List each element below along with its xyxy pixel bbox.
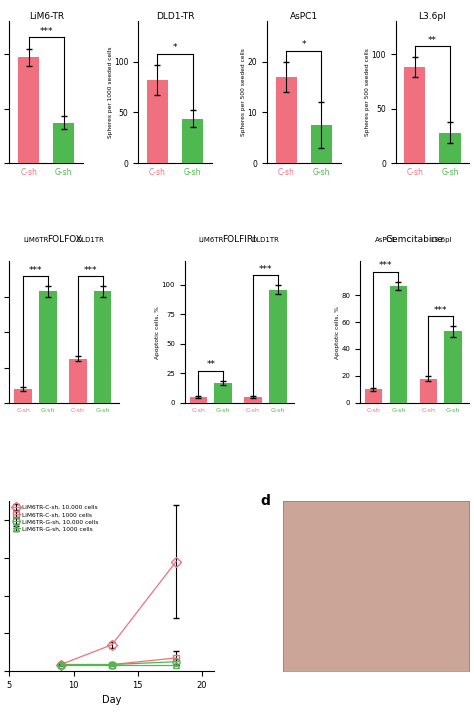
Bar: [244, 397, 262, 403]
Text: **: **: [206, 360, 215, 369]
Y-axis label: Apoptotic cells, %: Apoptotic cells, %: [155, 306, 160, 358]
Bar: [419, 378, 437, 403]
Bar: [182, 119, 203, 163]
Text: ***: ***: [379, 261, 392, 270]
Title: LiM6-TR: LiM6-TR: [29, 11, 64, 21]
Bar: [18, 57, 39, 163]
Title: FOLFIRI: FOLFIRI: [222, 235, 256, 244]
Title: L3.6pl: L3.6pl: [419, 11, 447, 21]
Y-axis label: Spheres per 500 seeded cells: Spheres per 500 seeded cells: [365, 49, 370, 136]
Bar: [147, 80, 168, 163]
Bar: [39, 291, 57, 403]
Text: ***: ***: [434, 306, 447, 315]
Text: LiM6TR: LiM6TR: [198, 237, 223, 243]
Text: L3.6pl: L3.6pl: [430, 237, 451, 243]
Y-axis label: Spheres per 500 seeded cells: Spheres per 500 seeded cells: [241, 49, 246, 136]
Text: ***: ***: [29, 266, 42, 275]
Title: Gemcitabine: Gemcitabine: [385, 235, 444, 244]
Bar: [365, 389, 382, 403]
Bar: [390, 286, 407, 403]
Text: ***: ***: [83, 266, 97, 275]
Text: DLD1TR: DLD1TR: [252, 237, 280, 243]
Text: ***: ***: [259, 265, 272, 273]
Bar: [53, 123, 74, 163]
Text: AsPC1: AsPC1: [375, 237, 397, 243]
Bar: [69, 358, 87, 403]
Bar: [439, 133, 461, 163]
Text: *: *: [301, 40, 306, 49]
Text: *: *: [173, 43, 177, 52]
Bar: [276, 77, 297, 163]
Bar: [404, 67, 426, 163]
Bar: [311, 125, 332, 163]
X-axis label: Day: Day: [102, 695, 122, 705]
Bar: [14, 389, 32, 403]
Title: DLD1-TR: DLD1-TR: [156, 11, 194, 21]
Text: **: **: [428, 36, 437, 45]
Title: FOLFOX: FOLFOX: [47, 235, 82, 244]
Bar: [445, 331, 462, 403]
Text: DLD1TR: DLD1TR: [76, 237, 104, 243]
Bar: [269, 290, 287, 403]
Title: AsPC1: AsPC1: [290, 11, 318, 21]
Y-axis label: Apoptotic cells, %: Apoptotic cells, %: [335, 306, 340, 358]
Text: d: d: [261, 494, 271, 508]
Bar: [94, 291, 111, 403]
Bar: [190, 397, 207, 403]
Text: LiM6TR: LiM6TR: [23, 237, 48, 243]
Text: ***: ***: [39, 27, 53, 36]
Bar: [215, 383, 232, 403]
Legend: LiM6TR-C-sh, 10,000 cells, LiM6TR-C-sh, 1000 cells, LiM6TR-G-sh, 10,000 cells, L: LiM6TR-C-sh, 10,000 cells, LiM6TR-C-sh, …: [12, 504, 99, 532]
Y-axis label: Spheres per 1000 seeded cells: Spheres per 1000 seeded cells: [108, 46, 113, 138]
